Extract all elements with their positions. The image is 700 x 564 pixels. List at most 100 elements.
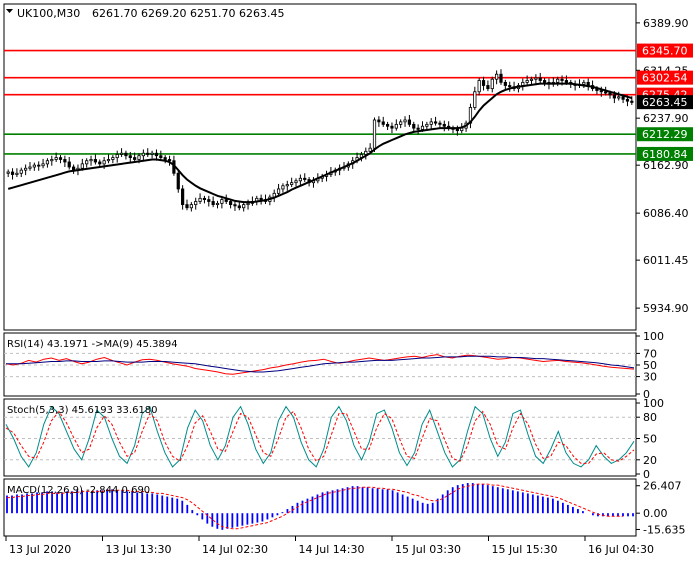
level-tag-support (637, 127, 693, 142)
candle-body (455, 128, 459, 132)
candle-body (215, 202, 220, 206)
candle-body (224, 199, 228, 202)
level-tag-label: 6180.84 (642, 148, 688, 161)
candle-body (281, 185, 285, 190)
candle-body (207, 199, 211, 202)
candle-body (242, 204, 246, 209)
candle-body (390, 125, 394, 129)
candle-body (189, 204, 193, 209)
candle-body (560, 78, 564, 81)
candle-body (246, 202, 250, 206)
candle-body (58, 157, 63, 160)
candle-body (80, 163, 84, 169)
macd-tick-label: 0.00 (643, 507, 668, 520)
candle-body (150, 152, 154, 155)
candle-body (508, 85, 512, 88)
candle-body (54, 157, 58, 160)
price-tick-label: 6162.90 (643, 159, 689, 172)
moving-average-line (7, 82, 633, 204)
candle-body (41, 163, 45, 167)
candle-body (538, 77, 542, 81)
candle-body (133, 157, 137, 160)
stoch-tick-label: 20 (643, 454, 657, 467)
y-axes: 6389.906314.256237.906162.906086.406011.… (636, 17, 693, 536)
candle-body (233, 204, 237, 207)
candle-body (582, 81, 586, 85)
candle-body (119, 152, 124, 155)
candle-body (477, 80, 481, 93)
candle-body (599, 90, 603, 93)
candle-body (399, 121, 403, 125)
candle-body (429, 121, 433, 125)
stoch-tick-label: 100 (643, 397, 664, 410)
candle-body (89, 159, 93, 162)
candle-body (98, 161, 102, 165)
candle-body (499, 73, 503, 83)
candle-body (24, 167, 28, 171)
candle-body (564, 80, 569, 83)
x-tick-label: 13 Jul 2020 (9, 543, 71, 556)
level-tag-resistance (637, 70, 693, 85)
price-plot (4, 49, 636, 212)
rsi-tick-label: 100 (643, 330, 664, 343)
rsi-ma-line (6, 355, 635, 373)
candle-body (385, 123, 390, 127)
candle-body (433, 121, 438, 124)
candle-body (381, 121, 385, 125)
ohlc-readout: 6261.70 6269.20 6251.70 6263.45 (92, 7, 284, 20)
candle-body (85, 160, 89, 165)
candle-body (167, 159, 172, 162)
candle-body (19, 169, 23, 174)
candle-body (37, 164, 41, 167)
candle-body (63, 159, 67, 163)
candle-body (473, 91, 477, 108)
x-tick-label: 15 Jul 15:30 (492, 543, 558, 556)
rsi-plot (4, 352, 636, 378)
candle-body (495, 73, 499, 80)
candle-body (32, 164, 36, 168)
candle-body (146, 152, 150, 155)
stoch-tick-label: 80 (643, 411, 657, 424)
stoch-signal-line (5, 410, 635, 464)
x-axis: 13 Jul 2020 13 Jul 13:30 14 Jul 02:30 14 Ju… (5, 536, 654, 556)
candle-body (45, 160, 50, 165)
candle-body (542, 80, 547, 83)
macd-tick-label: -15.635 (643, 523, 685, 536)
candle-body (259, 197, 263, 201)
candle-body (28, 166, 32, 169)
candle-body (525, 80, 529, 83)
candle-body (290, 182, 294, 185)
candle-body (111, 157, 115, 160)
candle-body (67, 161, 71, 168)
candle-body (394, 123, 398, 129)
candle-body (202, 197, 207, 201)
candle-body (604, 91, 608, 94)
symbol-dropdown-icon[interactable] (6, 9, 13, 13)
candle-body (10, 171, 15, 175)
candle-body (364, 150, 368, 155)
price-tick-label: 6237.90 (643, 112, 689, 125)
candle-body (298, 177, 302, 182)
candle-body (6, 171, 10, 174)
candle-body (185, 204, 189, 209)
candle-body (486, 85, 490, 90)
candle-body (276, 188, 281, 194)
candle-body (198, 197, 202, 202)
candle-body (124, 152, 128, 157)
x-tick-label: 14 Jul 02:30 (202, 543, 268, 556)
candle-body (403, 119, 407, 123)
candle-body (141, 152, 145, 157)
candle-body (425, 123, 429, 127)
candle-body (438, 122, 442, 125)
level-tag-label: 6302.54 (642, 72, 688, 85)
candle-body (159, 155, 163, 158)
price-tick-label: 6389.90 (643, 17, 689, 30)
rsi-line (5, 354, 635, 375)
last-price-label: 6263.45 (642, 96, 688, 109)
symbol-label[interactable]: UK100,M30 (17, 7, 80, 20)
macd-tick-label: 26.407 (643, 480, 682, 493)
candle-body (490, 78, 494, 90)
candle-body (106, 159, 111, 162)
